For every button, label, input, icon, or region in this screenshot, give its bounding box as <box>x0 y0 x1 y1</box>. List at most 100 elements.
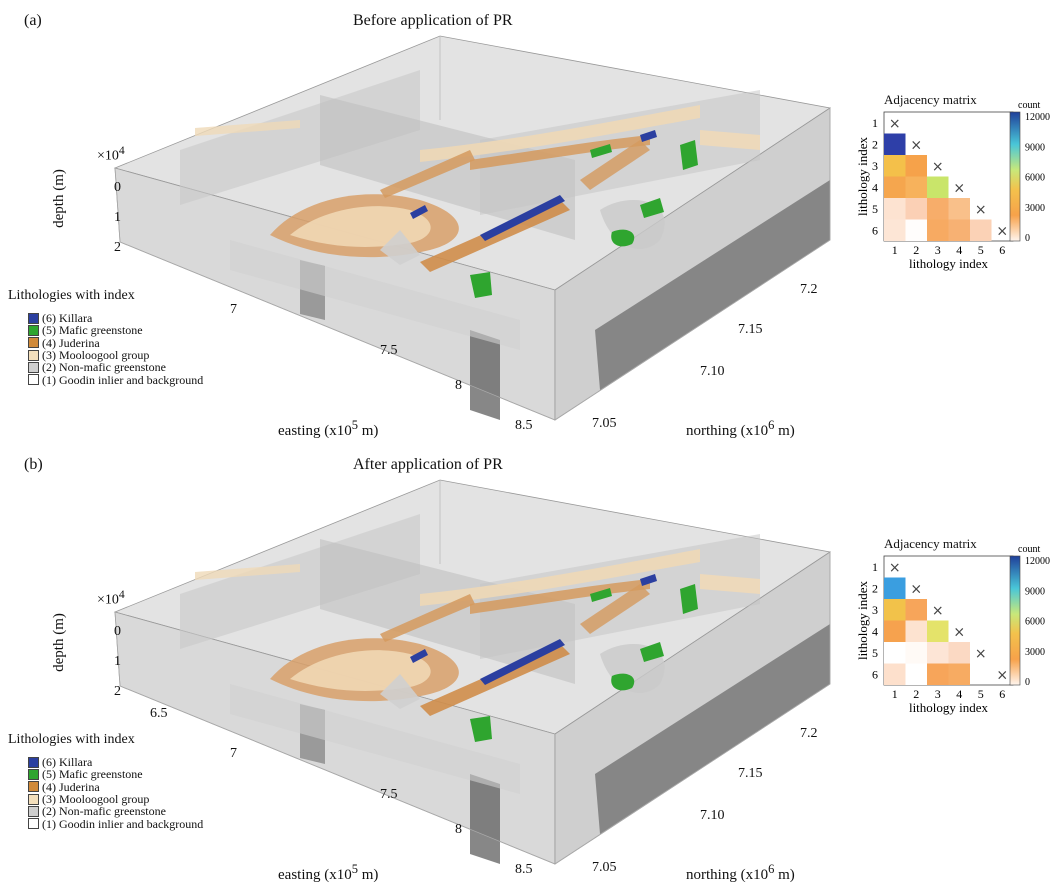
colorbar-tick: 12000 <box>1025 112 1050 123</box>
panel-after-pr: (b) After application of PR <box>0 444 1062 888</box>
northing-tick: 7.10 <box>700 808 725 823</box>
legend-item: (5) Mafic greenstone <box>28 324 203 337</box>
matrix-x-tick: 6 <box>999 243 1005 257</box>
colorbar-tick: 9000 <box>1025 142 1045 153</box>
legend-label: (2) Non-mafic greenstone <box>42 804 166 819</box>
easting-axis-label: easting (x105 m) <box>278 418 379 439</box>
legend-swatch <box>28 805 39 817</box>
matrix-x-tick: 4 <box>956 243 962 257</box>
matrix-cell <box>884 642 906 664</box>
matrix-y-tick: 2 <box>872 581 878 595</box>
easting-axis-label: easting (x105 m) <box>278 862 379 883</box>
depth-tick-2: 2 <box>114 240 121 255</box>
diagonal-marker: × <box>996 223 1008 239</box>
lithology-features <box>195 105 760 298</box>
legend-label: (1) Goodin inlier and background <box>42 816 204 831</box>
colorbar-tick: 6000 <box>1025 173 1045 184</box>
matrix-cell <box>884 219 906 241</box>
legend-label: (4) Juderina <box>42 335 100 350</box>
legend-swatch <box>28 324 39 336</box>
matrix-cell <box>948 219 970 241</box>
matrix-y-tick: 2 <box>872 137 878 151</box>
matrix-y-tick: 3 <box>872 159 878 173</box>
legend-item: (3) Mooloogool group <box>28 793 203 805</box>
block-model-3d <box>113 35 832 421</box>
legend-item: (4) Juderina <box>28 779 203 794</box>
matrix-x-tick: 3 <box>935 243 941 257</box>
matrix-y-tick: 3 <box>872 603 878 617</box>
matrix-y-tick: 5 <box>872 202 878 216</box>
model-faces <box>113 479 832 865</box>
diagonal-marker: × <box>932 603 944 619</box>
depth-multiplier: ×104 <box>97 588 125 608</box>
depth-tick-1: 1 <box>114 654 121 669</box>
panel-title: After application of PR <box>353 456 503 473</box>
legend-item: (1) Goodin inlier and background <box>28 373 203 386</box>
legend-swatch <box>28 781 39 793</box>
legend-title: Lithologies with index <box>8 288 135 303</box>
legend-item: (3) Mooloogool group <box>28 349 203 361</box>
block-model-3d <box>113 479 832 865</box>
legend-swatch <box>28 756 39 768</box>
easting-tick: 7 <box>230 746 237 761</box>
matrix-cell <box>884 577 906 599</box>
matrix-cell <box>948 198 970 220</box>
matrix-title: Adjacency matrix <box>884 92 977 107</box>
panel-label: (a) <box>24 12 42 29</box>
matrix-y-tick: 4 <box>872 624 878 638</box>
legend-label: (3) Mooloogool group <box>42 791 150 806</box>
colorbar <box>1009 111 1021 242</box>
colorbar-tick: 3000 <box>1025 647 1045 658</box>
legend-title: Lithologies with index <box>8 732 135 747</box>
matrix-cell <box>905 176 927 198</box>
legend-label: (4) Juderina <box>42 779 100 794</box>
lithology-features <box>195 549 760 742</box>
legend-swatch <box>28 349 39 361</box>
model-faces <box>113 35 832 421</box>
matrix-y-tick: 6 <box>872 223 878 237</box>
matrix-y-tick: 1 <box>872 116 878 130</box>
matrix-x-tick: 5 <box>978 687 984 701</box>
matrix-y-tick: 4 <box>872 180 878 194</box>
colorbar-tick: 0 <box>1025 233 1030 244</box>
diagonal-marker: × <box>932 159 944 175</box>
legend-swatch <box>28 312 39 324</box>
depth-tick-0: 0 <box>114 180 121 195</box>
northing-tick: 7.15 <box>738 766 763 781</box>
diagonal-marker: × <box>910 137 922 153</box>
matrix-cell <box>884 176 906 198</box>
matrix-cell <box>905 198 927 220</box>
matrix-title: Adjacency matrix <box>884 536 977 551</box>
legend-swatch <box>28 374 39 386</box>
legend-swatch <box>28 793 39 805</box>
legend-item: (6) Killara <box>28 756 203 768</box>
matrix-cell <box>905 620 927 642</box>
diagonal-marker: × <box>975 202 987 218</box>
colorbar-label: count <box>1018 544 1040 555</box>
matrix-cell <box>970 219 992 241</box>
legend-label: (5) Mafic greenstone <box>42 767 143 782</box>
matrix-y-tick: 6 <box>872 667 878 681</box>
colorbar-tick: 3000 <box>1025 203 1045 214</box>
matrix-cell <box>884 599 906 621</box>
matrix-x-tick: 4 <box>956 687 962 701</box>
colorbar <box>1009 555 1021 686</box>
matrix-x-tick: 1 <box>892 243 898 257</box>
lithology-legend: (6) Killara (5) Mafic greenstone (4) Juder… <box>28 312 203 386</box>
northing-tick: 7.05 <box>592 860 617 875</box>
colorbar-tick: 9000 <box>1025 586 1045 597</box>
matrix-cell <box>905 599 927 621</box>
easting-tick: 7.5 <box>380 343 398 358</box>
easting-tick: 6.5 <box>150 706 168 721</box>
colorbar-tick: 6000 <box>1025 617 1045 628</box>
matrix-cell <box>927 176 949 198</box>
legend-label: (6) Killara <box>42 755 93 770</box>
matrix-y-label: lithology index <box>855 580 870 660</box>
matrix-cell <box>905 219 927 241</box>
legend-item: (2) Non-mafic greenstone <box>28 361 203 373</box>
diagonal-marker: × <box>975 646 987 662</box>
matrix-x-label: lithology index <box>909 700 989 715</box>
diagonal-marker: × <box>996 667 1008 683</box>
northing-tick: 7.2 <box>800 282 818 297</box>
